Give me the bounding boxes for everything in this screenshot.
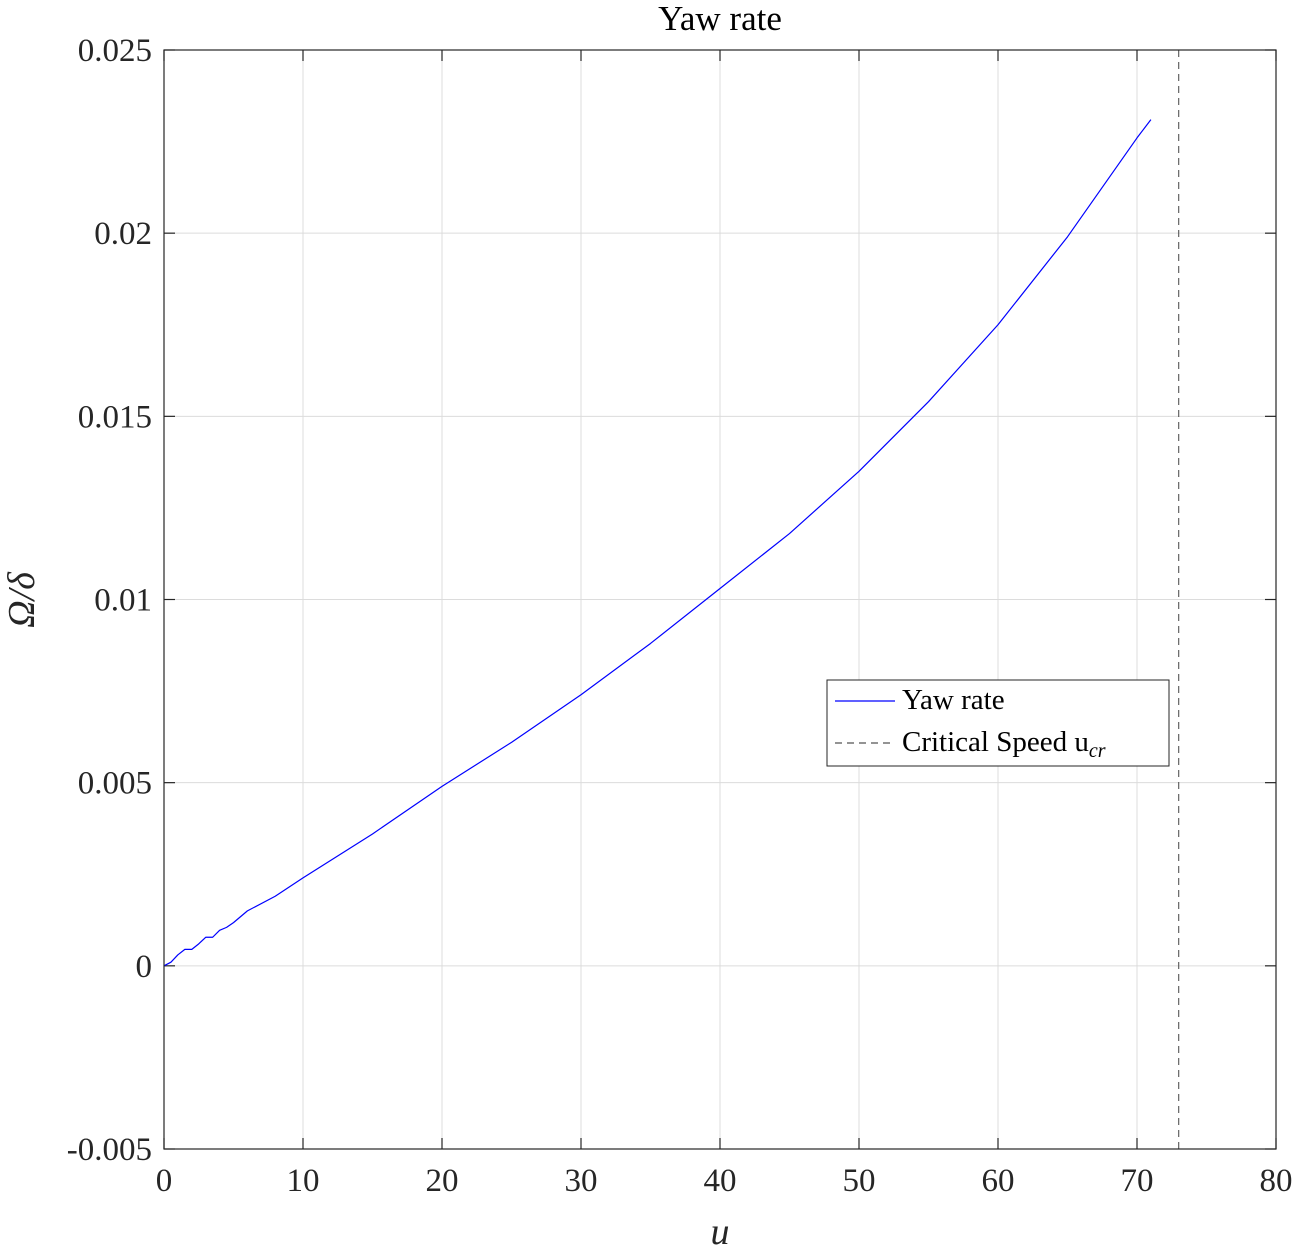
y-tick-label: 0.02 — [94, 216, 152, 252]
chart-title: Yaw rate — [658, 0, 782, 38]
x-tick-label: 50 — [843, 1163, 876, 1199]
y-tick-label: -0.005 — [67, 1132, 152, 1168]
x-tick-label: 70 — [1121, 1163, 1154, 1199]
legend-box — [826, 679, 1170, 767]
y-tick-label: 0.015 — [78, 399, 152, 435]
y-tick-label: 0.025 — [78, 33, 152, 69]
legend-label-yaw-rate: Yaw rate — [902, 684, 1005, 716]
y-axis-label: Ω/δ — [1, 571, 43, 628]
legend-label-critical-speed: Critical Speed ucr — [902, 726, 1106, 762]
plot-frame — [163, 49, 1277, 1150]
x-tick-label: 20 — [426, 1163, 459, 1199]
x-tick-label: 30 — [565, 1163, 598, 1199]
series-layer — [163, 50, 1180, 1149]
y-tick-labels: -0.005 0 0.005 0.01 0.015 0.02 0.025 — [67, 33, 152, 1168]
x-tick-label: 10 — [287, 1163, 320, 1199]
x-tick-label: 40 — [704, 1163, 737, 1199]
legend: Yaw rate Critical Speed ucr — [826, 679, 1170, 767]
x-axis-label: u — [711, 1211, 730, 1247]
y-tick-label: 0.005 — [78, 766, 152, 802]
y-tick-label: 0 — [136, 949, 153, 985]
y-tick-label: 0.01 — [94, 583, 152, 619]
legend-label-critical-speed-subscript: cr — [1089, 740, 1106, 762]
series-line-yaw-rate — [163, 119, 1152, 967]
x-tick-label: 80 — [1260, 1163, 1293, 1199]
legend-label-critical-speed-main: Critical Speed u — [902, 726, 1089, 758]
x-tick-label: 60 — [982, 1163, 1015, 1199]
x-tick-labels: 0 10 20 30 40 50 60 70 80 — [156, 1163, 1293, 1199]
x-tick-label: 0 — [156, 1163, 173, 1199]
